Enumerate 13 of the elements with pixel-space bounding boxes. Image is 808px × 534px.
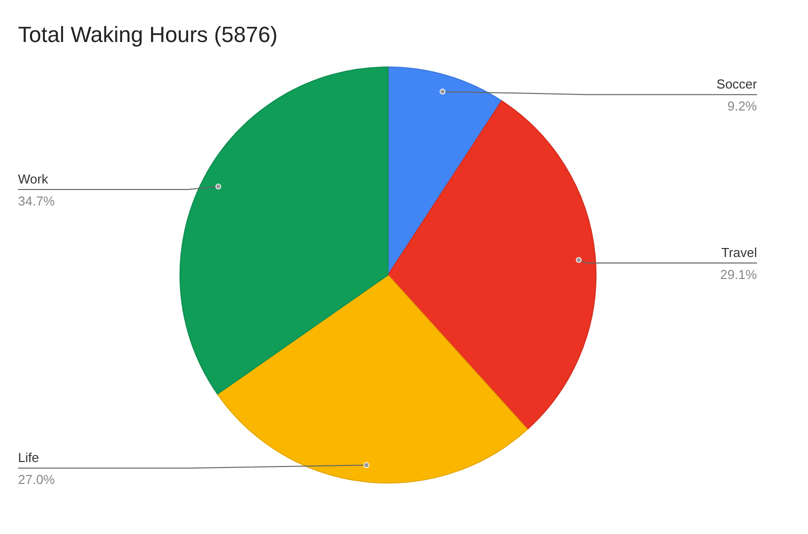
pie-slice (388, 100, 596, 430)
data-label: 29.1% (720, 266, 758, 282)
chart-title: Total Waking Hours (5876) (18, 22, 278, 47)
slice-label: Work (18, 172, 49, 187)
slice-label: Travel (721, 244, 758, 260)
pie-slice (180, 66, 388, 395)
pie-slice (216, 274, 528, 484)
data-label: 34.7% (18, 194, 56, 209)
data-label: 9.2% (727, 98, 758, 114)
slice-label: Life (18, 450, 39, 466)
data-label: 27.0% (18, 472, 56, 488)
pie-slice (388, 66, 502, 276)
slice-label: Soccer (716, 76, 758, 92)
